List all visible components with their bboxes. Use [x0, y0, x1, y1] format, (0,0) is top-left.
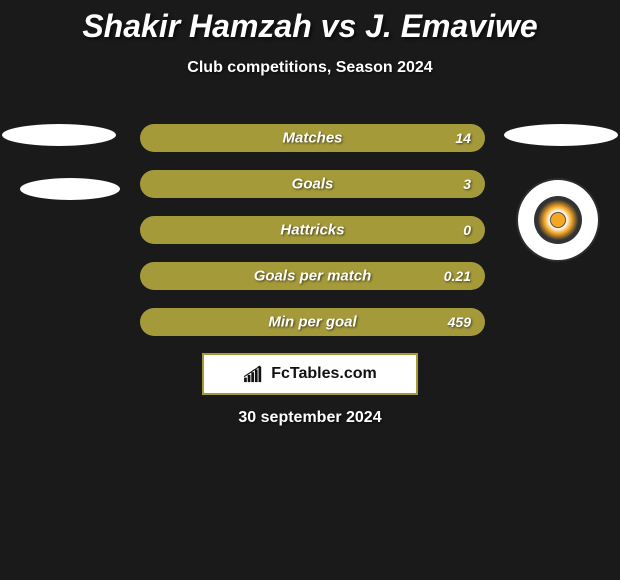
page-subtitle: Club competitions, Season 2024	[0, 59, 620, 77]
stat-label: Hattricks	[280, 222, 344, 239]
stat-value: 0	[463, 222, 471, 238]
stat-label: Matches	[282, 130, 342, 147]
stat-value: 3	[463, 176, 471, 192]
decorative-ellipse-right	[504, 124, 618, 146]
club-badge	[516, 178, 600, 262]
date-text: 30 september 2024	[238, 409, 381, 427]
stat-label: Goals per match	[254, 268, 372, 285]
stat-row-matches: Matches 14	[140, 124, 485, 152]
stat-row-goals-per-match: Goals per match 0.21	[140, 262, 485, 290]
stat-value: 459	[448, 314, 471, 330]
decorative-ellipse-left-2	[20, 178, 120, 200]
barchart-icon	[243, 365, 265, 383]
stat-value: 14	[455, 130, 471, 146]
stat-row-hattricks: Hattricks 0	[140, 216, 485, 244]
stat-value: 0.21	[444, 268, 471, 284]
page-title: Shakir Hamzah vs J. Emaviwe	[0, 0, 620, 45]
stat-label: Goals	[292, 176, 334, 193]
stat-row-goals: Goals 3	[140, 170, 485, 198]
source-logo-box: FcTables.com	[202, 353, 418, 395]
decorative-ellipse-left-1	[2, 124, 116, 146]
tiger-icon	[534, 196, 582, 244]
stat-label: Min per goal	[268, 314, 356, 331]
stats-container: Matches 14 Goals 3 Hattricks 0 Goals per…	[140, 124, 485, 354]
stat-row-min-per-goal: Min per goal 459	[140, 308, 485, 336]
source-logo-text: FcTables.com	[271, 365, 377, 383]
